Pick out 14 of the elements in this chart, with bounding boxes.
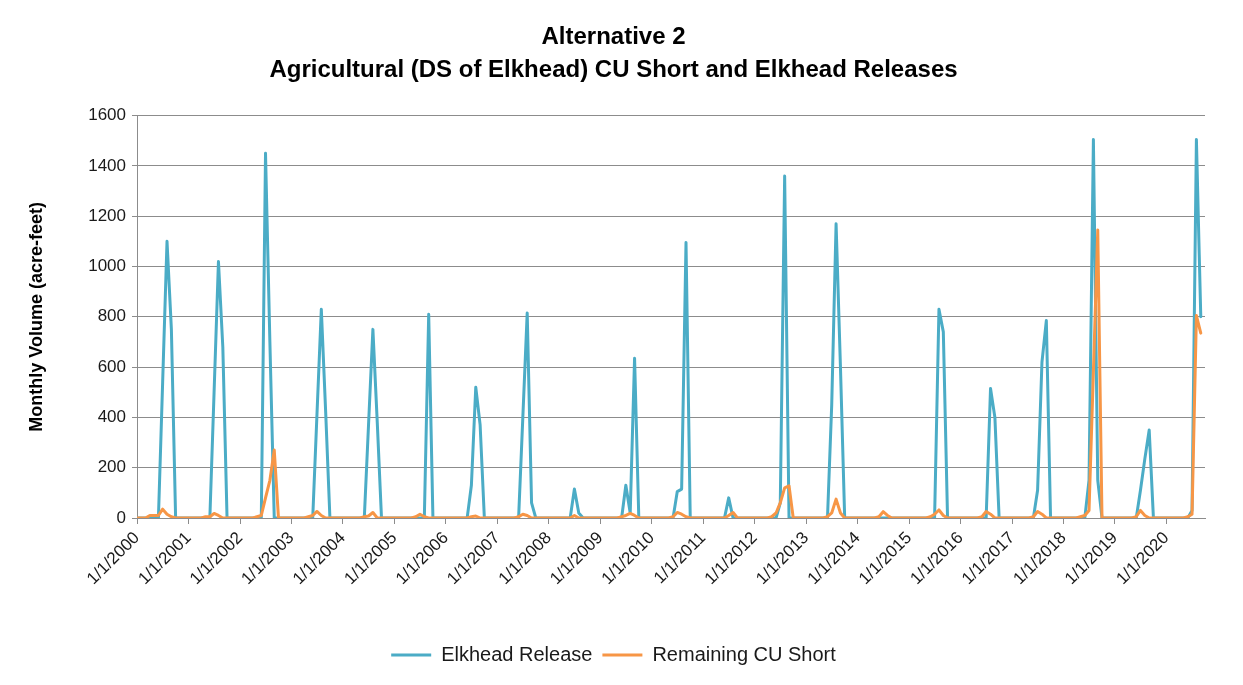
y-tick-label: 1600 <box>88 105 126 125</box>
y-tick-label: 600 <box>97 356 126 376</box>
legend-label: Remaining CU Short <box>652 642 837 665</box>
y-tick-label: 800 <box>97 306 126 326</box>
legend-label: Elkhead Release <box>441 642 593 665</box>
y-tick-label: 200 <box>97 457 126 477</box>
y-tick-label: 1200 <box>88 205 126 225</box>
y-axis-title: Monthly Volume (acre-feet) <box>25 201 46 432</box>
y-tick-label: 1000 <box>88 256 126 276</box>
y-tick-label: 0 <box>116 507 126 527</box>
chart-title: Alternative 2 <box>541 22 686 50</box>
y-tick-label: 400 <box>97 407 126 427</box>
y-tick-label: 1400 <box>88 155 126 175</box>
chart-subtitle: Agricultural (DS of Elkhead) CU Short and Elkhead Releases <box>269 54 958 82</box>
